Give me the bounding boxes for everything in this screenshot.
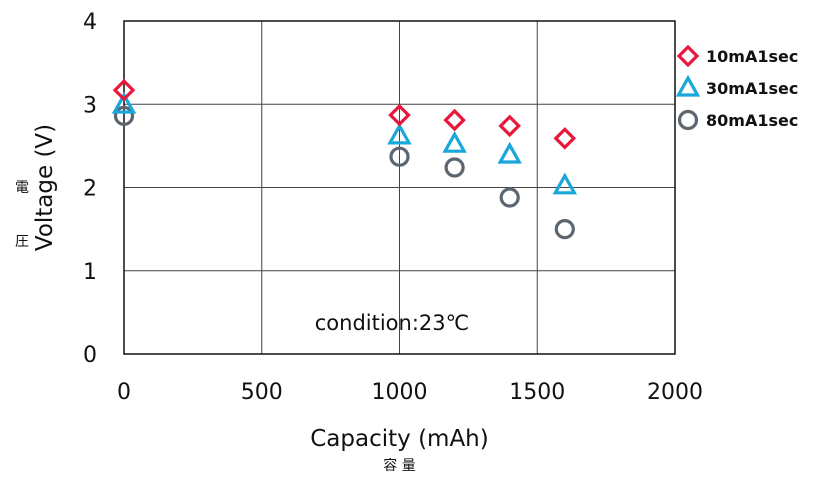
plot-area-frame: [123, 20, 676, 355]
y-axis-title-japanese-1: 電: [15, 180, 29, 196]
legend-marker-diamond: [676, 44, 700, 68]
data-point-triangle: [442, 130, 467, 153]
condition-annotation: condition:23℃: [315, 311, 469, 335]
y-tick-label: 4: [83, 10, 97, 35]
x-axis-title-japanese: 容 量: [383, 457, 415, 474]
x-axis-ticks: 0 500 1000 1500 2000: [117, 380, 703, 405]
y-tick-label: 2: [83, 177, 97, 202]
y-axis-title-japanese-2: 圧: [15, 234, 29, 250]
data-point-diamond: [443, 108, 466, 132]
gridlines: [124, 21, 675, 354]
data-series-layer: [111, 78, 578, 240]
data-point-diamond: [388, 103, 411, 127]
x-tick-label: 1500: [509, 380, 565, 405]
data-point-circle: [554, 219, 575, 240]
legend-label: 30mA1sec: [706, 79, 798, 98]
data-point-triangle: [497, 141, 522, 164]
y-tick-label: 3: [83, 93, 97, 118]
series-30mA1sec: [111, 91, 578, 195]
y-tick-label: 1: [83, 260, 97, 285]
data-point-triangle: [111, 91, 137, 114]
data-point-circle: [113, 105, 135, 127]
series-10mA1sec: [112, 78, 577, 150]
data-point-triangle: [552, 172, 578, 195]
x-tick-label: 1000: [372, 380, 428, 405]
legend-marker-triangle: [675, 74, 701, 97]
data-point-triangle: [387, 122, 412, 145]
legend-label: 80mA1sec: [706, 111, 798, 130]
data-point-diamond: [112, 78, 136, 102]
data-point-diamond: [498, 114, 521, 138]
x-tick-label: 0: [117, 380, 131, 405]
legend-label: 10mA1sec: [706, 47, 798, 66]
x-tick-label: 2000: [647, 380, 703, 405]
y-axis-ticks: 0 1 2 3 4: [83, 10, 97, 368]
x-axis-title: Capacity (mAh): [310, 426, 489, 452]
data-point-diamond: [553, 127, 577, 150]
legend-marker-circle: [677, 109, 699, 131]
data-point-circle: [499, 187, 520, 208]
x-tick-label: 500: [241, 380, 283, 405]
y-tick-label: 0: [83, 343, 97, 368]
series-80mA1sec: [113, 105, 575, 240]
legend: 10mA1sec 30mA1sec 80mA1sec: [675, 44, 798, 131]
data-point-circle: [389, 146, 410, 167]
data-point-circle: [444, 157, 465, 178]
y-axis-title: Voltage (V): [32, 124, 58, 251]
